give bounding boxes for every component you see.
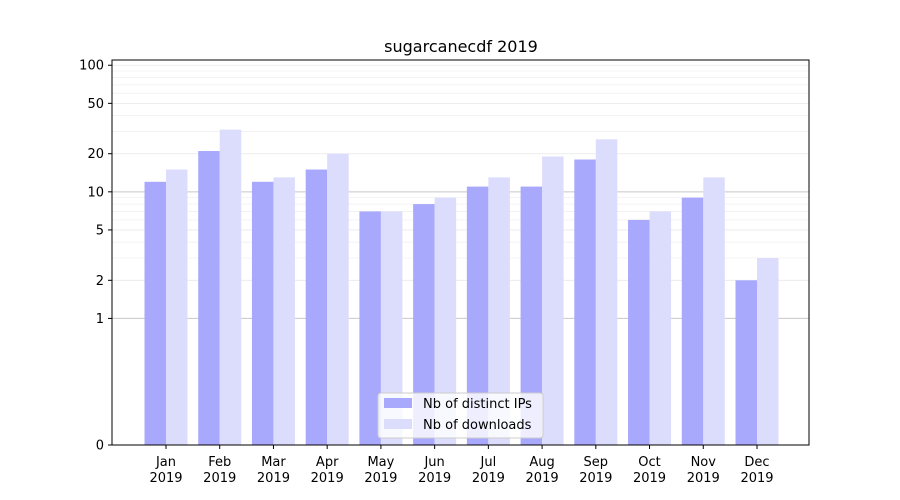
x-tick-label: Dec 2019 [740, 455, 773, 486]
legend: Nb of distinct IPs Nb of downloads [377, 392, 544, 439]
legend-swatch-distinct-ips [384, 398, 412, 408]
y-tick-label: 1 [96, 312, 104, 327]
x-tick-label: Jan 2019 [149, 455, 182, 486]
x-tick-label: Apr 2019 [311, 455, 344, 486]
x-tick-label: Feb 2019 [203, 455, 236, 486]
bar-downloads [380, 211, 403, 445]
y-tick-label: 20 [87, 147, 104, 162]
x-tick-label: Nov 2019 [687, 455, 720, 486]
bar-downloads [757, 258, 779, 445]
x-tick-label: Mar 2019 [257, 455, 290, 486]
bar-downloads [434, 197, 457, 445]
plot-frame [111, 59, 810, 446]
bar-distinct-ips [251, 181, 274, 445]
bar-distinct-ips [628, 219, 650, 445]
x-tick-label: Aug 2019 [526, 455, 559, 486]
bar-downloads [327, 153, 349, 446]
x-tick-label: Oct 2019 [633, 455, 666, 486]
bar-downloads [488, 177, 510, 446]
bar-distinct-ips [305, 169, 328, 445]
legend-label-distinct-ips: Nb of distinct IPs [423, 397, 532, 412]
bar-distinct-ips [144, 181, 166, 445]
bar-distinct-ips [574, 159, 596, 445]
bar-downloads [595, 139, 618, 445]
legend-box [377, 392, 544, 439]
x-tick-label: Sep 2019 [579, 455, 612, 486]
y-axis: 0 1 2 5 10 20 50 100 [79, 59, 112, 454]
bar-downloads [219, 129, 242, 445]
bar-downloads [273, 177, 295, 446]
bar-distinct-ips [735, 280, 757, 445]
bar-distinct-ips [520, 186, 543, 446]
chart-title: sugarcanecdf 2019 [384, 37, 538, 56]
bar-distinct-ips [681, 197, 704, 445]
y-tick-label: 10 [87, 185, 104, 200]
bar-downloads [542, 156, 564, 446]
bar-distinct-ips [198, 151, 220, 445]
x-axis: Jan 2019 Feb 2019 Mar 2019 Apr 2019 May 2019 Jun 20… [149, 445, 774, 486]
x-tick-label: Jul 2019 [472, 455, 505, 486]
y-tick-label: 50 [87, 97, 104, 112]
bars [144, 129, 779, 446]
bar-downloads [703, 177, 725, 446]
bar-distinct-ips [413, 204, 435, 445]
y-tick-label: 100 [79, 59, 104, 74]
y-tick-label: 5 [96, 223, 104, 238]
y-tick-label: 2 [96, 274, 104, 289]
legend-swatch-downloads [384, 419, 412, 429]
bar-distinct-ips [466, 186, 489, 446]
x-tick-label: Jun 2019 [418, 455, 451, 486]
legend-label-downloads: Nb of downloads [423, 418, 532, 433]
y-tick-label: 0 [96, 439, 104, 454]
bar-downloads [166, 169, 188, 445]
bar-distinct-ips [359, 211, 381, 445]
bar-downloads [649, 211, 672, 445]
x-tick-label: May 2019 [364, 455, 397, 486]
